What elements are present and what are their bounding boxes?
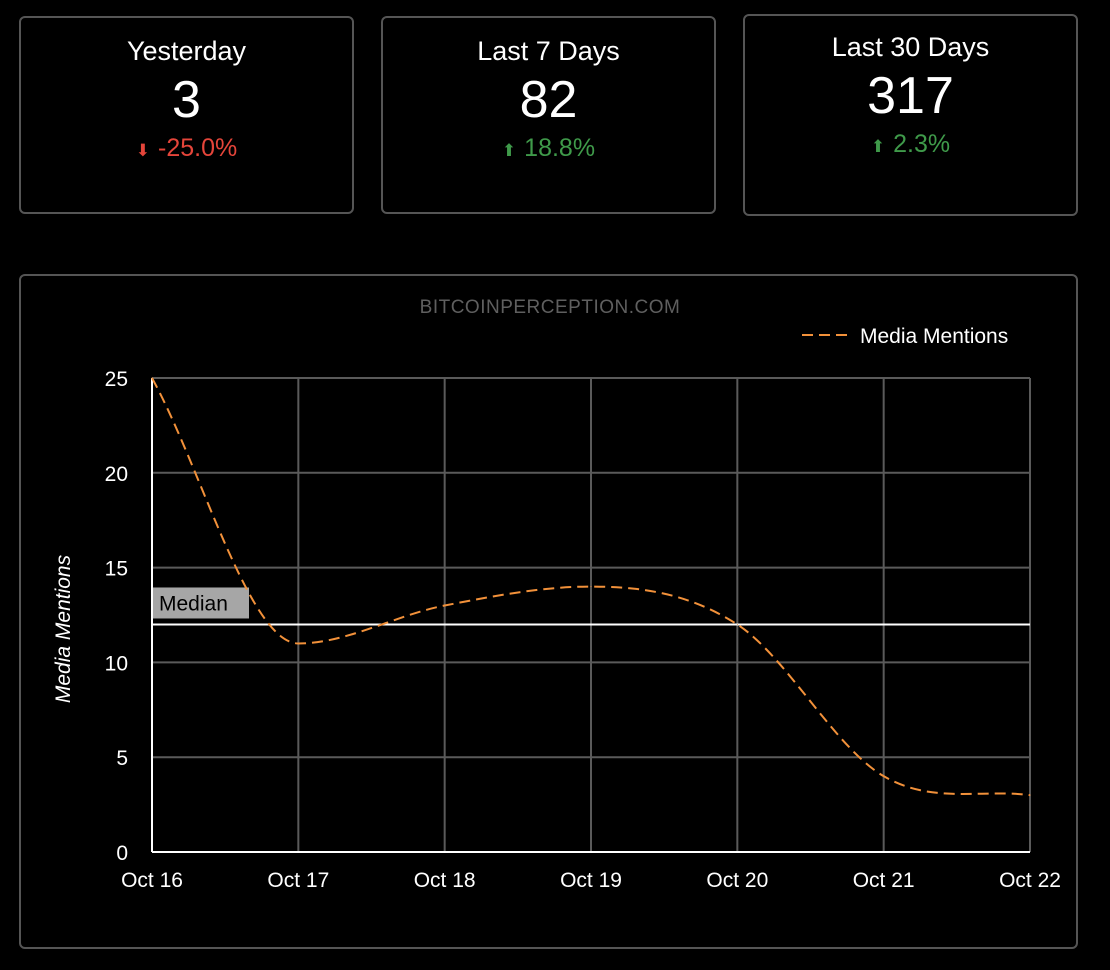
media-mentions-chart: Median 0 5 10 15 20 25 Oct 16 Oct 17 Oct 18 Oct 1… (52, 297, 1061, 892)
x-tick-label: Oct 21 (853, 869, 915, 892)
legend: Media Mentions (802, 325, 1008, 348)
x-tick-label: Oct 19 (560, 869, 622, 892)
stat-title: Yesterday (126, 36, 247, 66)
y-tick-label: 0 (116, 842, 128, 865)
y-axis-label: Media Mentions (52, 554, 75, 703)
stat-value: 82 (519, 71, 578, 129)
arrow-up-icon: ⬆ (501, 141, 517, 160)
arrow-up-icon: ⬆ (870, 137, 886, 156)
data-point (883, 775, 885, 777)
y-tick-label: 10 (105, 652, 128, 675)
y-tick-label: 25 (105, 368, 128, 391)
x-tick-label: Oct 16 (121, 869, 183, 892)
y-tick-label: 20 (105, 463, 128, 486)
stat-card-yesterday: Yesterday 3 ⬇ -25.0% (19, 16, 354, 214)
grid (151, 377, 1031, 853)
series-layer (151, 377, 1031, 797)
stat-title: Last 7 Days (477, 36, 620, 66)
stat-value: 3 (172, 71, 201, 129)
stat-card-last-30-days: Last 30 Days 317 ⬆ 2.3% (743, 14, 1078, 216)
chart-panel: Median 0 5 10 15 20 25 Oct 16 Oct 17 Oct 18 Oct 1… (19, 274, 1078, 949)
data-point (590, 586, 592, 588)
median-label: Median (159, 592, 228, 615)
stat-title: Last 30 Days (831, 32, 990, 62)
series-line-media-mentions (151, 377, 1031, 797)
median-layer: Median (152, 587, 1030, 626)
data-point (297, 642, 299, 644)
median-label-box (153, 587, 249, 619)
x-tick-label: Oct 20 (706, 869, 768, 892)
legend-label: Media Mentions (860, 325, 1008, 348)
arrow-down-icon: ⬇ (135, 141, 151, 160)
y-tick-label: 15 (105, 558, 128, 581)
data-point (736, 623, 738, 625)
stat-change: ⬆ 18.8% (383, 134, 714, 163)
stat-change: ⬆ 2.3% (745, 130, 1076, 159)
stat-value: 317 (867, 67, 954, 125)
stat-change-value: -25.0% (158, 134, 238, 162)
x-tick-label: Oct 18 (414, 869, 476, 892)
y-tick-label: 5 (116, 747, 128, 770)
stat-change-value: 2.3% (893, 130, 951, 158)
x-tick-label: Oct 22 (999, 869, 1061, 892)
stat-change-value: 18.8% (524, 134, 596, 162)
data-point (444, 605, 446, 607)
stat-change: ⬇ -25.0% (21, 134, 352, 163)
stat-card-last-7-days: Last 7 Days 82 ⬆ 18.8% (381, 16, 716, 214)
x-tick-label: Oct 17 (267, 869, 329, 892)
data-point (1029, 794, 1031, 796)
tick-layer: 0 5 10 15 20 25 Oct 16 Oct 17 Oct 18 Oct 19 Oct 20… (105, 368, 1061, 892)
data-point (151, 377, 153, 379)
watermark: BITCOINPERCEPTION.COM (420, 297, 681, 318)
